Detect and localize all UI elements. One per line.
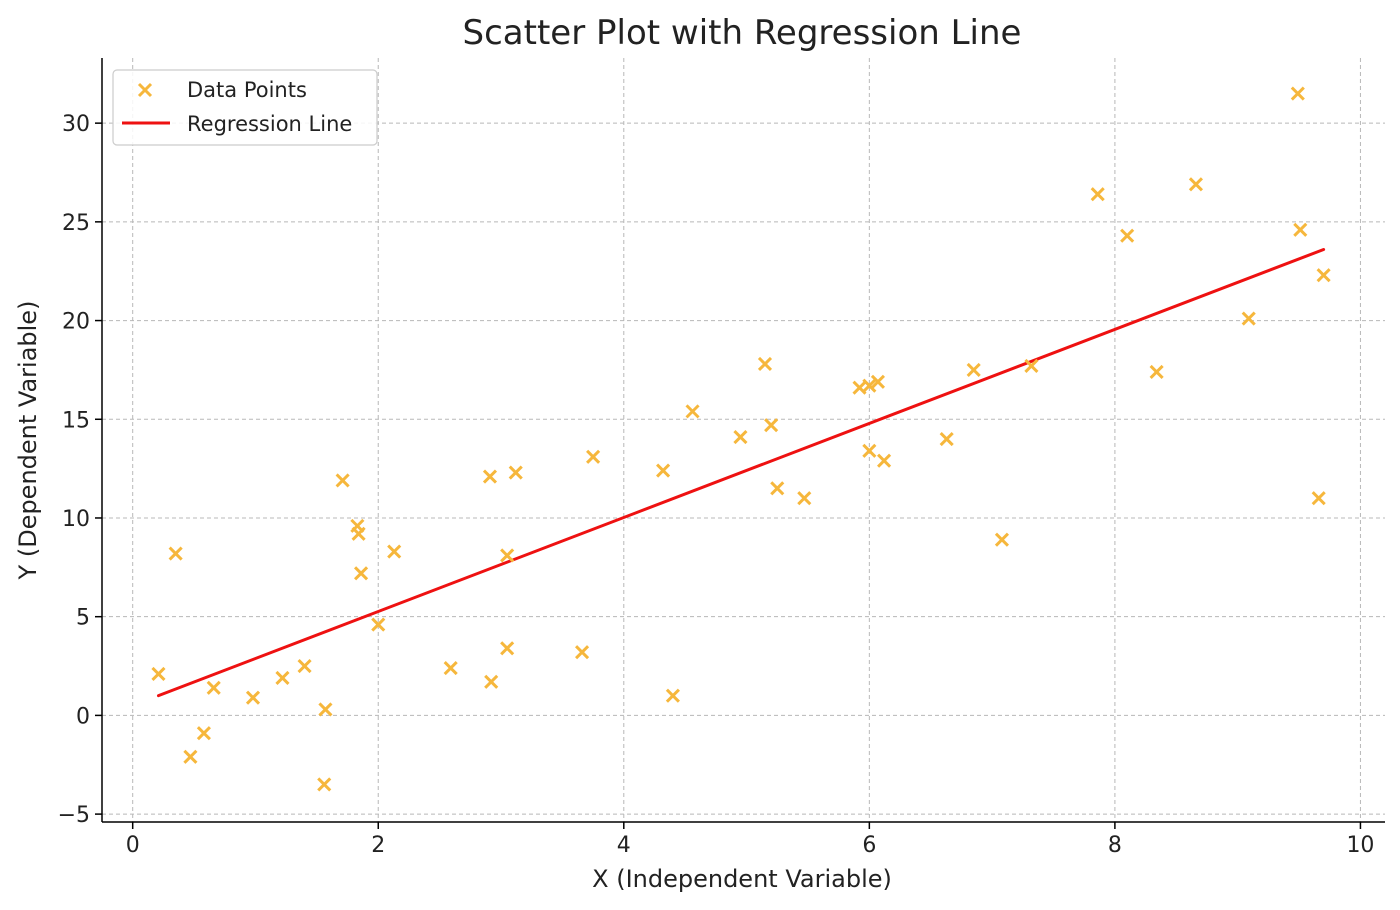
data-point xyxy=(371,617,386,632)
regression-line xyxy=(156,247,1326,698)
x-ticks: 0 2 4 6 8 10 xyxy=(126,822,1374,858)
data-point xyxy=(500,641,515,656)
data-point xyxy=(757,356,773,372)
data-point xyxy=(1293,222,1308,237)
data-point xyxy=(317,777,332,792)
data-point xyxy=(797,491,812,506)
data-point xyxy=(685,404,700,419)
legend-label-data-points: Data Points xyxy=(187,78,307,102)
data-point xyxy=(183,749,198,764)
x-tick-label: 10 xyxy=(1346,833,1374,858)
data-point xyxy=(1149,364,1164,379)
y-axis-label: Y (Dependent Variable) xyxy=(14,301,42,581)
data-point xyxy=(733,429,748,445)
data-point xyxy=(862,378,877,393)
data-point xyxy=(443,660,458,676)
y-tick-label: 10 xyxy=(62,507,90,532)
legend: Data Points Regression Line xyxy=(112,69,378,146)
regression-line-layer xyxy=(156,247,1326,698)
y-tick-label: 5 xyxy=(76,606,90,631)
data-point xyxy=(387,544,402,559)
data-point xyxy=(275,670,290,685)
data-point xyxy=(1120,228,1135,243)
data-point xyxy=(297,658,312,674)
data-point xyxy=(656,463,671,478)
data-point xyxy=(1290,86,1305,101)
y-ticks: −5 0 5 10 15 20 25 30 xyxy=(58,112,102,828)
data-point xyxy=(206,680,221,695)
x-tick-label: 8 xyxy=(1108,833,1122,858)
data-point xyxy=(508,465,523,480)
legend-box xyxy=(112,69,378,146)
data-point xyxy=(151,666,166,681)
x-tick-label: 6 xyxy=(862,833,876,858)
legend-marker-data-points xyxy=(137,82,153,98)
data-point xyxy=(1024,358,1039,374)
data-point xyxy=(877,453,892,468)
y-tick-label: 0 xyxy=(76,704,90,729)
data-point xyxy=(500,548,515,563)
x-tick-label: 4 xyxy=(617,833,631,858)
data-point xyxy=(482,469,498,484)
x-axis-label: X (Independent Variable) xyxy=(592,865,892,893)
x-tick-label: 0 xyxy=(126,833,140,858)
data-point xyxy=(196,726,211,741)
data-point xyxy=(966,362,981,377)
data-point xyxy=(862,443,877,458)
data-point xyxy=(1241,311,1256,326)
data-point xyxy=(484,674,499,689)
data-point xyxy=(586,449,601,464)
data-point xyxy=(245,690,261,705)
data-point xyxy=(1090,187,1105,202)
y-tick-label: 15 xyxy=(62,408,90,433)
data-point xyxy=(870,374,885,389)
data-point xyxy=(335,473,350,488)
y-tick-label: 25 xyxy=(62,211,90,236)
axes xyxy=(101,58,1385,823)
chart-title: Scatter Plot with Regression Line xyxy=(463,13,1022,53)
data-point xyxy=(351,526,366,541)
x-tick-label: 2 xyxy=(371,833,385,858)
data-point xyxy=(353,566,369,581)
data-point xyxy=(318,702,333,717)
data-point xyxy=(168,546,183,561)
data-points-layer xyxy=(151,86,1331,792)
data-point xyxy=(1188,177,1203,192)
y-tick-label: 20 xyxy=(62,310,90,335)
data-point xyxy=(665,688,680,703)
data-point xyxy=(939,431,954,447)
data-point xyxy=(764,418,779,433)
y-tick-label: 30 xyxy=(62,112,90,137)
data-point xyxy=(770,481,785,496)
data-point xyxy=(1311,491,1326,506)
y-tick-label: −5 xyxy=(58,803,90,828)
data-point xyxy=(1316,268,1331,283)
data-point xyxy=(574,645,590,660)
legend-label-regression-line: Regression Line xyxy=(187,112,352,136)
data-point xyxy=(994,532,1010,547)
